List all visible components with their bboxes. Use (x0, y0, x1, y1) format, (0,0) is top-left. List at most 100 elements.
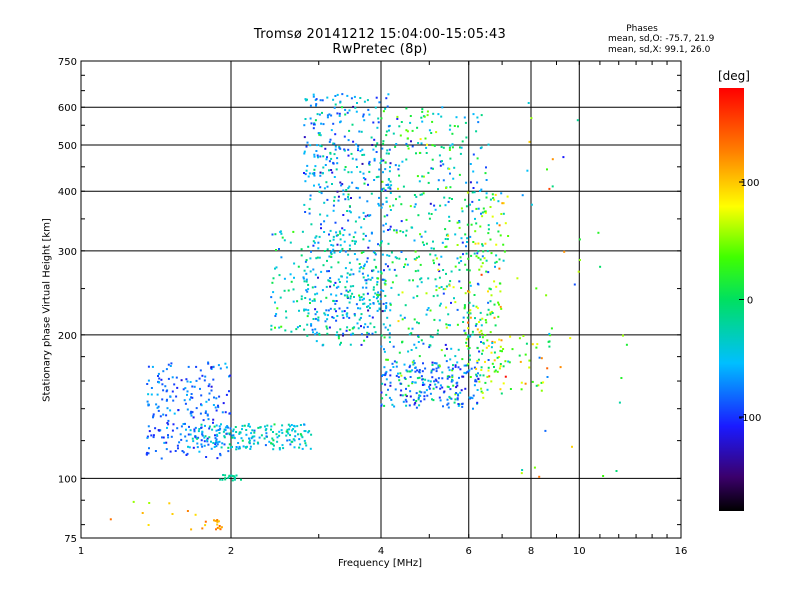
data-point (342, 214, 345, 216)
data-point (282, 447, 285, 450)
data-point (526, 169, 529, 172)
data-point (475, 130, 478, 133)
y-tick-label: 300 (58, 247, 77, 258)
data-point (278, 448, 281, 451)
data-point (330, 114, 333, 117)
data-point (293, 425, 296, 428)
data-point (476, 116, 479, 119)
data-point (362, 251, 365, 253)
data-point (460, 287, 463, 289)
data-point (489, 313, 492, 316)
data-point (377, 277, 380, 280)
data-point (218, 425, 221, 428)
data-point (509, 388, 512, 390)
data-point (498, 356, 501, 358)
data-point (171, 390, 174, 393)
data-point (234, 477, 236, 480)
data-point (237, 447, 240, 450)
data-point (475, 255, 478, 258)
data-point (320, 300, 322, 303)
data-point (413, 239, 416, 242)
data-point (344, 267, 347, 270)
data-point (258, 436, 261, 439)
data-point (312, 331, 314, 334)
data-point (296, 326, 299, 329)
data-point (218, 395, 221, 398)
data-point (303, 308, 306, 311)
data-point (237, 442, 240, 444)
data-point (389, 384, 392, 387)
data-point (380, 403, 383, 406)
data-point (381, 310, 384, 313)
data-point (312, 240, 315, 243)
data-point (203, 444, 206, 447)
data-point (615, 470, 618, 472)
data-point (279, 231, 282, 233)
data-point (388, 336, 391, 339)
data-point (353, 253, 356, 255)
data-point (382, 110, 385, 113)
data-point (465, 245, 467, 248)
data-point (359, 150, 362, 153)
data-point (398, 125, 401, 128)
data-point (310, 433, 313, 436)
data-point (408, 366, 411, 369)
data-point (485, 321, 488, 324)
data-point (190, 528, 193, 531)
data-point (305, 272, 308, 275)
data-point (252, 442, 255, 445)
data-point (224, 477, 227, 480)
data-point (299, 424, 302, 426)
data-point (360, 251, 363, 254)
data-point (208, 427, 211, 430)
data-point (191, 411, 194, 414)
data-point (401, 160, 404, 163)
data-point (313, 168, 316, 171)
data-point (429, 309, 432, 312)
data-point (418, 390, 421, 393)
data-point (437, 377, 440, 380)
data-point (421, 120, 424, 123)
data-point (431, 336, 434, 339)
data-point (247, 424, 250, 427)
data-point (535, 346, 538, 349)
data-point (349, 285, 352, 288)
data-point (480, 366, 483, 369)
data-point (403, 316, 406, 319)
data-point (152, 434, 155, 437)
data-point (210, 366, 213, 369)
data-point (468, 311, 471, 314)
data-point (159, 415, 162, 418)
data-point (562, 156, 565, 159)
data-point (353, 313, 356, 316)
data-point (364, 234, 367, 237)
data-point (329, 251, 332, 254)
data-point (502, 243, 505, 246)
data-point (445, 285, 448, 288)
data-point (329, 152, 332, 155)
data-point (484, 242, 487, 245)
data-point (387, 242, 390, 245)
data-point (310, 250, 312, 253)
data-point (231, 445, 233, 448)
data-point (438, 319, 441, 322)
data-point (390, 184, 393, 187)
data-point (314, 285, 317, 288)
data-point (186, 390, 189, 393)
data-point (337, 337, 340, 340)
data-point (477, 372, 479, 375)
data-point (391, 403, 394, 406)
data-point (469, 235, 472, 238)
data-point (270, 442, 273, 445)
data-point (313, 155, 316, 158)
data-point (477, 358, 480, 361)
data-point (216, 433, 218, 436)
data-point (458, 220, 461, 222)
data-point (496, 356, 499, 359)
colorbar-tick-label: 100 (740, 178, 759, 189)
data-point (264, 425, 266, 428)
data-point (169, 395, 172, 398)
data-point (521, 469, 524, 471)
data-point (390, 398, 393, 401)
data-point (311, 328, 314, 331)
